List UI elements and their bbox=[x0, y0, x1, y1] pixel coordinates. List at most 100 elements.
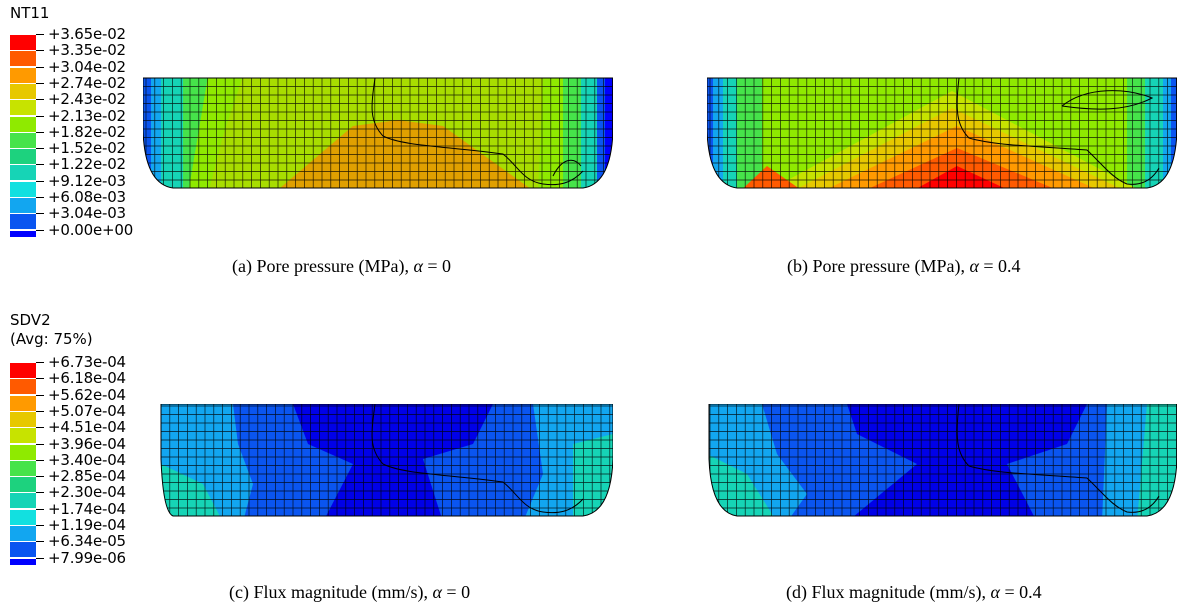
caption-a-value: = 0 bbox=[422, 256, 452, 276]
caption-a-text: (a) Pore pressure (MPa), bbox=[232, 256, 414, 276]
legend-tick bbox=[36, 557, 44, 559]
legend-swatch bbox=[10, 100, 36, 116]
legend-swatch bbox=[10, 181, 36, 197]
caption-c: (c) Flux magnitude (mm/s), α = 0 bbox=[229, 582, 470, 603]
legend-label: +3.40e-04 bbox=[48, 450, 126, 469]
caption-d-alpha: α bbox=[990, 582, 1000, 602]
legend-tick bbox=[36, 378, 44, 380]
legend-swatch bbox=[10, 509, 36, 525]
legend-label: +2.74e-02 bbox=[48, 73, 126, 92]
legend-swatch bbox=[10, 526, 36, 541]
caption-b-text: (b) Pore pressure (MPa), bbox=[787, 256, 970, 276]
legend-tick bbox=[36, 131, 44, 133]
legend-swatch bbox=[10, 379, 36, 395]
legend-label: +6.73e-04 bbox=[48, 353, 126, 371]
legend-tick bbox=[36, 213, 44, 215]
legend-tick bbox=[36, 492, 44, 494]
legend-title-nt11: NT11 bbox=[10, 4, 50, 22]
legend-title-sdv2: SDV2 bbox=[10, 311, 51, 329]
color-legend-pore-pressure: +3.65e-02 +3.35e-02 +3.04e-02 +2.74e-02 +2.4… bbox=[10, 27, 170, 237]
legend-swatch bbox=[10, 132, 36, 148]
legend-label: +7.99e-06 bbox=[48, 548, 126, 567]
mesh-plot-flux-alpha04 bbox=[708, 404, 1177, 517]
legend-swatch bbox=[10, 35, 36, 50]
legend-label: +1.19e-04 bbox=[48, 516, 126, 534]
legend-swatch bbox=[10, 363, 36, 378]
legend-swatch bbox=[10, 198, 36, 213]
caption-b-alpha: α bbox=[969, 256, 979, 276]
legend-label: +2.43e-02 bbox=[48, 90, 126, 109]
legend-tick bbox=[36, 362, 44, 363]
legend-tick bbox=[36, 99, 44, 101]
legend-swatch bbox=[10, 51, 36, 67]
legend-swatch bbox=[10, 395, 36, 411]
legend-swatch bbox=[10, 83, 36, 99]
legend-label: +3.65e-02 bbox=[48, 25, 126, 43]
legend-label: +1.52e-02 bbox=[48, 139, 126, 158]
legend-swatch bbox=[10, 165, 36, 181]
caption-b-value: = 0.4 bbox=[978, 256, 1021, 276]
legend-tick bbox=[36, 34, 44, 35]
legend-tick bbox=[36, 164, 44, 166]
legend-label: +6.18e-04 bbox=[48, 369, 126, 388]
caption-a-alpha: α bbox=[413, 256, 423, 276]
legend-swatch bbox=[10, 542, 36, 558]
legend-swatch bbox=[10, 558, 36, 565]
legend-swatch bbox=[10, 116, 36, 132]
legend-swatch bbox=[10, 230, 36, 237]
legend-tick bbox=[36, 229, 44, 231]
legend-tick bbox=[36, 427, 44, 429]
legend-tick bbox=[36, 476, 44, 478]
legend-tick bbox=[36, 541, 44, 543]
legend-tick bbox=[36, 50, 44, 52]
legend-label: +2.85e-04 bbox=[48, 467, 126, 486]
mesh-plot-flux-alpha0 bbox=[160, 404, 613, 517]
mesh-plot-pore-pressure-alpha04 bbox=[707, 77, 1177, 189]
legend-label: +1.22e-02 bbox=[48, 155, 126, 174]
legend-swatch bbox=[10, 428, 36, 444]
legend-tick bbox=[36, 508, 44, 510]
legend-swatch bbox=[10, 214, 36, 230]
legend-tick bbox=[36, 443, 44, 445]
legend-label: +6.34e-05 bbox=[48, 532, 126, 551]
caption-d-value: = 0.4 bbox=[999, 582, 1042, 602]
legend-label: +5.07e-04 bbox=[48, 401, 126, 420]
caption-d-text: (d) Flux magnitude (mm/s), bbox=[786, 582, 991, 602]
legend-label: +2.30e-04 bbox=[48, 483, 126, 502]
legend-swatch bbox=[10, 149, 36, 165]
legend-tick bbox=[36, 115, 44, 117]
legend-label: +3.04e-02 bbox=[48, 57, 126, 76]
caption-b: (b) Pore pressure (MPa), α = 0.4 bbox=[787, 256, 1021, 277]
legend-swatch bbox=[10, 477, 36, 493]
legend-label: +3.96e-04 bbox=[48, 434, 126, 453]
color-legend-flux: +6.73e-04 +6.18e-04 +5.62e-04 +5.07e-04 +4.5… bbox=[10, 355, 170, 567]
caption-c-alpha: α bbox=[432, 582, 442, 602]
legend-swatch bbox=[10, 444, 36, 460]
legend-swatch bbox=[10, 493, 36, 509]
legend-label: +6.08e-03 bbox=[48, 188, 126, 206]
caption-c-value: = 0 bbox=[441, 582, 471, 602]
legend-subtitle-avg: (Avg: 75%) bbox=[10, 330, 93, 348]
legend-swatch bbox=[10, 460, 36, 476]
legend-swatch bbox=[10, 411, 36, 427]
legend-tick bbox=[36, 180, 44, 182]
legend-swatch bbox=[10, 67, 36, 83]
legend-label: +4.51e-04 bbox=[48, 418, 126, 437]
legend-label: +0.00e+00 bbox=[48, 220, 134, 239]
legend-label: +3.04e-03 bbox=[48, 204, 126, 223]
legend-tick bbox=[36, 148, 44, 150]
legend-label: +9.12e-03 bbox=[48, 171, 126, 190]
legend-label: +2.13e-02 bbox=[48, 106, 126, 125]
legend-tick bbox=[36, 66, 44, 68]
legend-tick bbox=[36, 410, 44, 412]
legend-label: +1.82e-02 bbox=[48, 122, 126, 141]
legend-tick bbox=[36, 394, 44, 396]
legend-tick bbox=[36, 525, 44, 526]
legend-label: +5.62e-04 bbox=[48, 385, 126, 404]
legend-tick bbox=[36, 197, 44, 198]
legend-label: +3.35e-02 bbox=[48, 41, 126, 60]
legend-tick bbox=[36, 459, 44, 461]
legend-label: +1.74e-04 bbox=[48, 499, 126, 518]
mesh-plot-pore-pressure-alpha0 bbox=[143, 77, 613, 189]
caption-c-text: (c) Flux magnitude (mm/s), bbox=[229, 582, 433, 602]
